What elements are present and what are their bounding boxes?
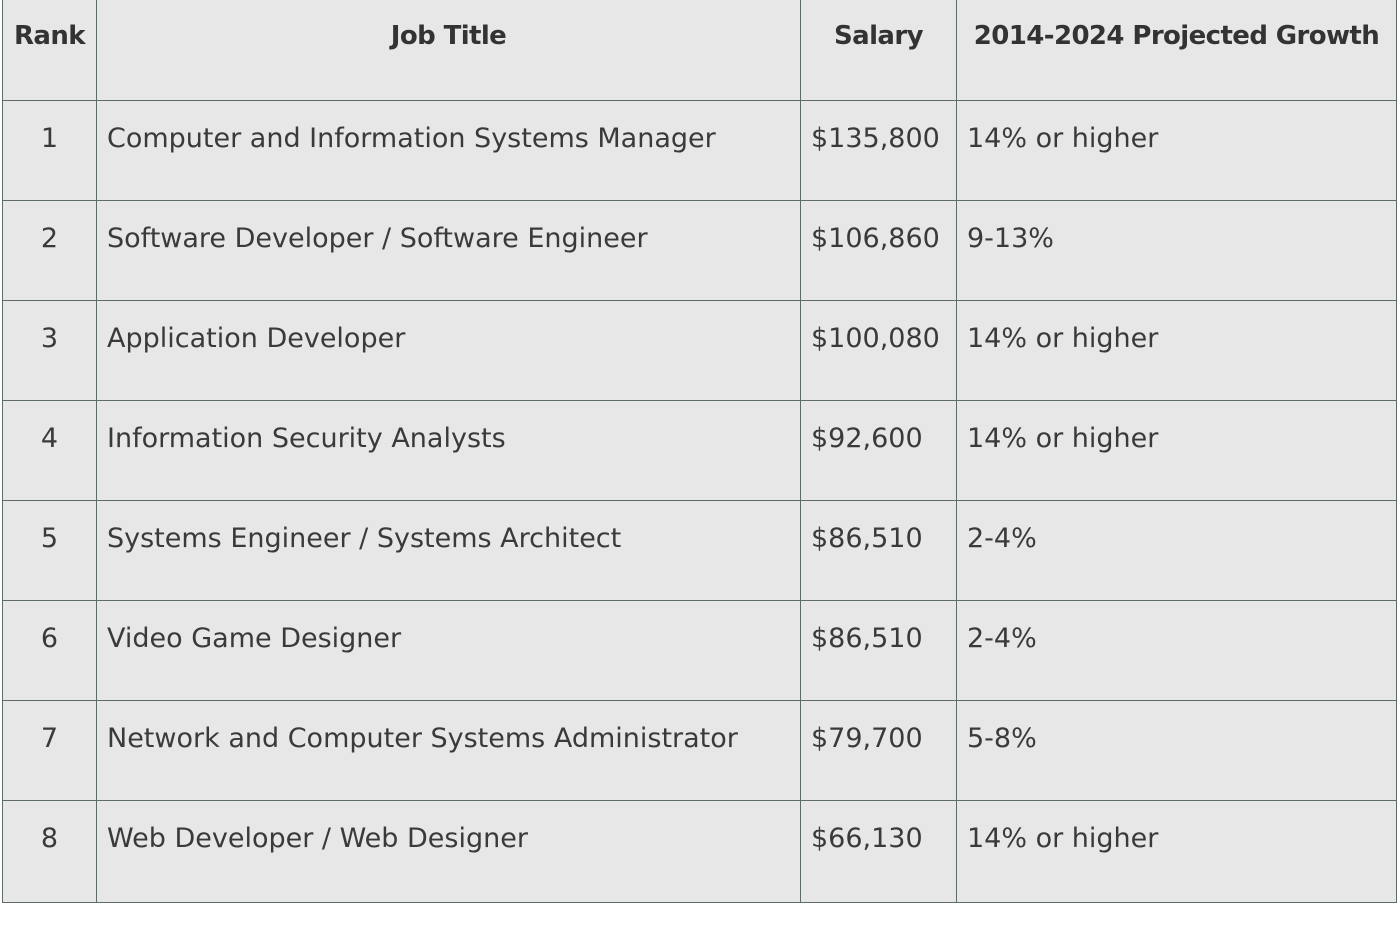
- cell-growth: 9-13%: [956, 199, 1397, 301]
- table-row: 5 Systems Engineer / Systems Architect $…: [2, 499, 1397, 601]
- cell-rank: 4: [2, 399, 97, 501]
- cell-salary: $66,130: [800, 799, 957, 903]
- cell-salary: $100,080: [800, 299, 957, 401]
- cell-growth: 14% or higher: [956, 399, 1397, 501]
- cell-growth: 2-4%: [956, 599, 1397, 701]
- table-row: 3 Application Developer $100,080 14% or …: [2, 299, 1397, 401]
- cell-salary: $106,860: [800, 199, 957, 301]
- cell-job-title: Video Game Designer: [96, 599, 801, 701]
- cell-salary: $79,700: [800, 699, 957, 801]
- table-row: 7 Network and Computer Systems Administr…: [2, 699, 1397, 801]
- cell-salary: $86,510: [800, 499, 957, 601]
- header-growth: 2014-2024 Projected Growth: [956, 0, 1397, 101]
- cell-job-title: Information Security Analysts: [96, 399, 801, 501]
- header-salary: Salary: [800, 0, 957, 101]
- cell-rank: 1: [2, 99, 97, 201]
- cell-growth: 14% or higher: [956, 99, 1397, 201]
- cell-salary: $135,800: [800, 99, 957, 201]
- cell-rank: 7: [2, 699, 97, 801]
- table-body: 1 Computer and Information Systems Manag…: [2, 99, 1397, 903]
- table-row: 8 Web Developer / Web Designer $66,130 1…: [2, 799, 1397, 903]
- header-rank: Rank: [2, 0, 97, 101]
- cell-salary: $92,600: [800, 399, 957, 501]
- cell-job-title: Software Developer / Software Engineer: [96, 199, 801, 301]
- cell-job-title: Web Developer / Web Designer: [96, 799, 801, 903]
- table-container: Rank Job Title Salary 2014-2024 Projecte…: [2, 0, 1397, 903]
- table-row: 6 Video Game Designer $86,510 2-4%: [2, 599, 1397, 701]
- cell-salary: $86,510: [800, 599, 957, 701]
- cell-rank: 3: [2, 299, 97, 401]
- cell-rank: 5: [2, 499, 97, 601]
- cell-growth: 2-4%: [956, 499, 1397, 601]
- cell-growth: 5-8%: [956, 699, 1397, 801]
- tech-jobs-table: Rank Job Title Salary 2014-2024 Projecte…: [2, 0, 1397, 903]
- header-job-title: Job Title: [96, 0, 801, 101]
- cell-job-title: Network and Computer Systems Administrat…: [96, 699, 801, 801]
- cell-rank: 6: [2, 599, 97, 701]
- table-row: 2 Software Developer / Software Engineer…: [2, 199, 1397, 301]
- table-header-row: Rank Job Title Salary 2014-2024 Projecte…: [2, 0, 1397, 101]
- cell-job-title: Computer and Information Systems Manager: [96, 99, 801, 201]
- cell-growth: 14% or higher: [956, 799, 1397, 903]
- table-row: 1 Computer and Information Systems Manag…: [2, 99, 1397, 201]
- table-row: 4 Information Security Analysts $92,600 …: [2, 399, 1397, 501]
- cell-rank: 8: [2, 799, 97, 903]
- cell-job-title: Application Developer: [96, 299, 801, 401]
- cell-job-title: Systems Engineer / Systems Architect: [96, 499, 801, 601]
- cell-growth: 14% or higher: [956, 299, 1397, 401]
- cell-rank: 2: [2, 199, 97, 301]
